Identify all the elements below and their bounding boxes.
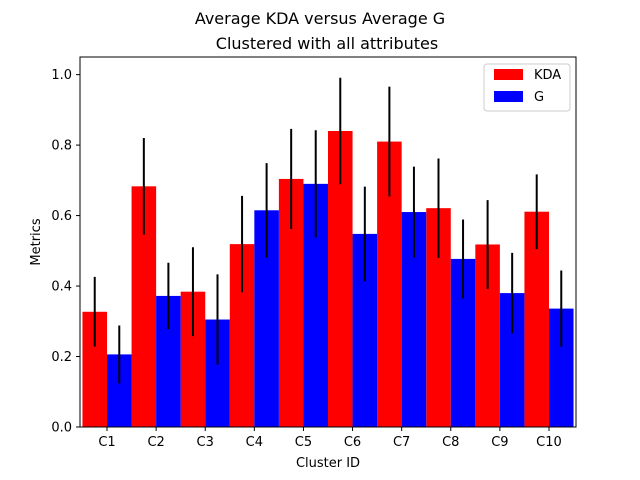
plot-frame — [79, 56, 577, 428]
y-tick-label: 0.6 — [51, 209, 72, 224]
x-tick-label-c10: C10 — [536, 435, 562, 450]
x-tick-label-c5: C5 — [295, 435, 312, 450]
x-tick-label-c2: C2 — [147, 435, 164, 450]
chart-subtitle: Clustered with all attributes — [216, 34, 438, 53]
x-tick-label-c6: C6 — [344, 435, 361, 450]
legend-swatch-g — [494, 91, 523, 102]
y-tick-label: 0.4 — [51, 280, 72, 295]
legend-label-kda: KDA — [534, 68, 561, 83]
y-tick-label: 0.8 — [51, 139, 72, 154]
bars-group — [82, 131, 574, 428]
x-tick-label-c3: C3 — [197, 435, 214, 450]
chart-title: Average KDA versus Average G — [195, 9, 445, 28]
error-bars-group — [93, 77, 563, 384]
x-tick-label-c8: C8 — [442, 435, 459, 450]
x-tick-label-c9: C9 — [491, 435, 508, 450]
x-tick-label-c1: C1 — [98, 435, 115, 450]
y-tick-label: 0.0 — [51, 421, 72, 436]
legend-swatch-kda — [494, 69, 523, 80]
y-axis-label: Metrics — [29, 218, 44, 265]
y-tick-label: 0.2 — [51, 350, 72, 365]
legend: KDA G — [483, 63, 571, 112]
legend-label-g: G — [534, 90, 544, 105]
x-tick-label-c4: C4 — [246, 435, 263, 450]
y-axis-ticks: 0.0 0.2 0.4 0.6 0.8 1.0 — [51, 68, 80, 436]
y-tick-label: 1.0 — [51, 68, 72, 83]
x-axis-ticks: C1 C2 C3 C4 C5 C6 C7 C8 C9 C10 — [98, 427, 562, 450]
x-axis-label: Cluster ID — [296, 456, 360, 471]
x-tick-label-c7: C7 — [393, 435, 410, 450]
